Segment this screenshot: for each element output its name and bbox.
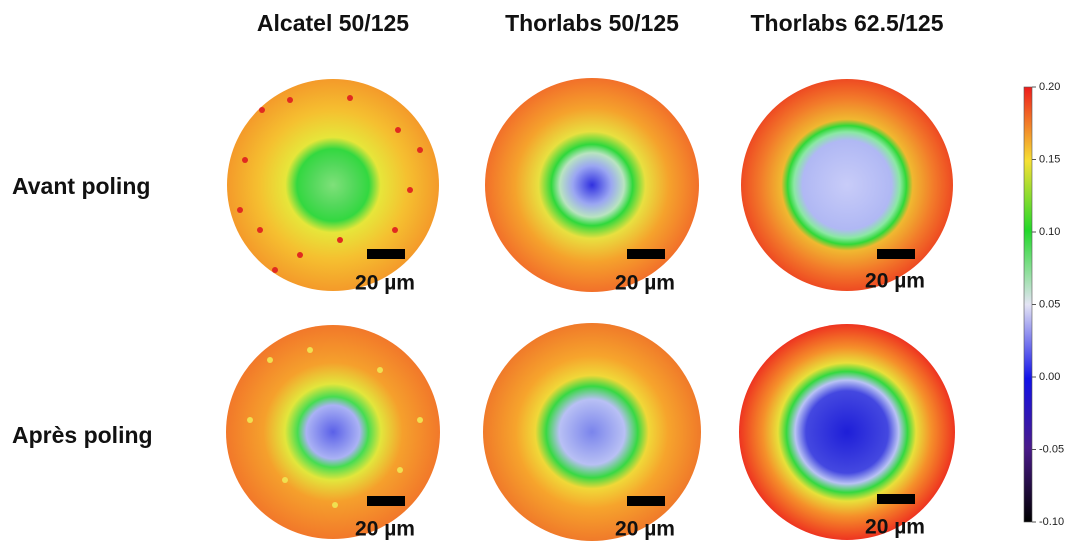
map [227,79,439,291]
map [226,325,440,539]
scale-label: 20 µm [865,516,925,539]
colorbar-tick-label: 0.10 [1039,226,1060,238]
map [483,323,701,541]
colorbar-tick-label: 0.05 [1039,298,1060,310]
column-title: Thorlabs 50/125 [505,10,679,36]
colorbar-tick-label: 0.00 [1039,371,1060,383]
column-title: Alcatel 50/125 [257,10,409,36]
defect-dots [237,95,423,273]
scale-label: 20 µm [355,272,415,295]
colorbar-tick-label: 0.20 [1039,81,1060,93]
column-titles: Alcatel 50/125 Thorlabs 50/125 Thorlabs … [257,10,944,36]
scale-bar [367,249,405,259]
scale-bar [367,496,405,506]
scale-label: 20 µm [865,270,925,293]
colorbar-tick-label: 0.15 [1039,153,1060,165]
colorbar [1023,86,1033,523]
scale-bar [627,496,665,506]
map [741,79,953,291]
scale-label: 20 µm [355,518,415,541]
maps [226,78,955,541]
scale-bar [877,249,915,259]
scale-bar [877,494,915,504]
scale-label: 20 µm [615,518,675,541]
defect-dots [247,347,423,508]
scale-bar [627,249,665,259]
colorbar-tick-label: -0.10 [1039,516,1064,528]
map [485,78,699,292]
column-title: Thorlabs 62.5/125 [750,10,943,36]
scale-bars: 20 µm 20 µm 20 µm 20 µm 20 µm 20 µm [355,249,925,541]
row-label: Avant poling [12,173,150,199]
row-label: Après poling [12,422,153,448]
map [739,324,955,540]
scale-label: 20 µm [615,272,675,295]
colorbar-tick-label: -0.05 [1039,443,1064,455]
